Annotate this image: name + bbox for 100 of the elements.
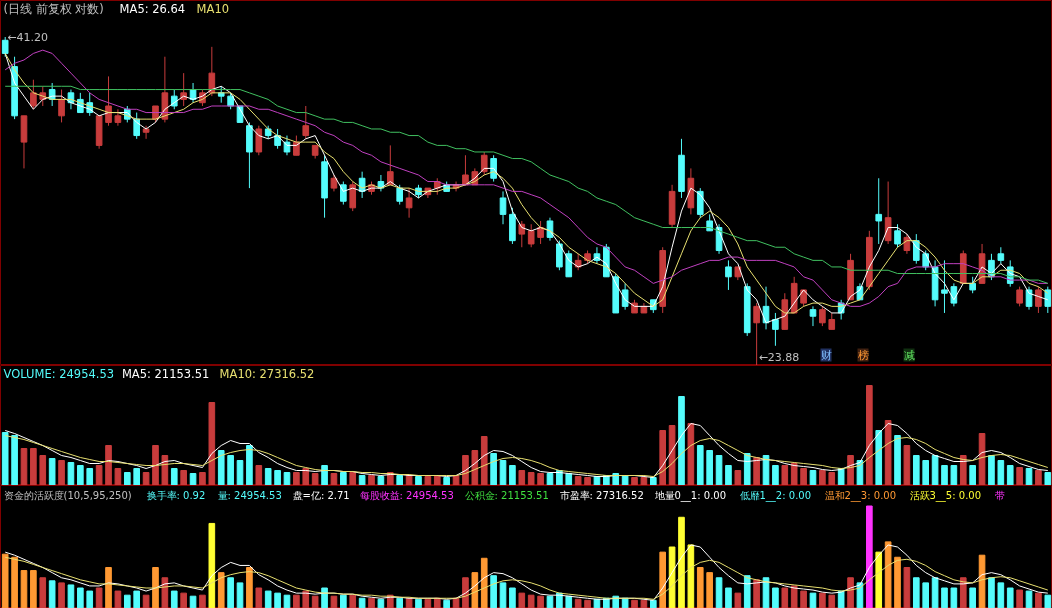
bar: [330, 595, 338, 608]
candlestick: [1035, 286, 1042, 314]
bar: [912, 455, 920, 485]
bar: [86, 590, 94, 608]
candlestick: [114, 108, 122, 127]
bar: [311, 595, 319, 608]
text: MA10: 27316.52: [219, 366, 315, 381]
bar: [415, 598, 422, 608]
candlestick: [58, 89, 65, 123]
text: MA5: 21153.51: [121, 366, 210, 381]
bar: [809, 592, 817, 608]
bar: [715, 455, 723, 485]
bar: [546, 473, 554, 485]
bar: [283, 472, 291, 485]
candlestick: [208, 46, 216, 97]
bar: [217, 572, 225, 608]
bar: [105, 567, 112, 608]
bar: [781, 587, 789, 608]
annotation: ←23.88: [758, 350, 800, 364]
bar: [321, 587, 328, 608]
candlestick: [894, 223, 901, 248]
bar: [48, 458, 56, 485]
bar: [1016, 467, 1023, 485]
bar: [490, 575, 497, 608]
bar: [565, 473, 573, 485]
candlestick: [565, 250, 573, 278]
bar: [997, 582, 1005, 608]
bar: [133, 468, 141, 485]
bar: [180, 470, 187, 485]
candlestick: [1016, 286, 1023, 307]
bar: [30, 570, 37, 608]
candlestick: [772, 312, 779, 347]
bar: [537, 473, 544, 485]
bar: [584, 599, 591, 608]
candlestick: [396, 184, 404, 206]
bar: [443, 477, 450, 485]
bar: [152, 567, 159, 608]
bar: [509, 587, 516, 608]
bar: [114, 590, 122, 608]
bar: [706, 450, 713, 485]
bar: [1025, 468, 1033, 485]
bar: [772, 465, 779, 485]
bar: [208, 402, 216, 485]
text: 公积金: 21153.51: [464, 489, 549, 501]
bar: [790, 463, 798, 485]
bar: [875, 430, 883, 485]
bar: [11, 556, 18, 608]
bar: [30, 448, 37, 485]
bar: [283, 594, 291, 608]
bar: [20, 570, 28, 608]
bar: [77, 587, 84, 608]
bar: [574, 598, 582, 608]
bar: [105, 445, 112, 485]
bar: [227, 577, 234, 608]
bar: [903, 445, 911, 485]
bar: [424, 598, 432, 608]
bar: [997, 460, 1005, 485]
bar: [527, 594, 535, 608]
bar: [1016, 589, 1023, 608]
bar: [39, 577, 47, 608]
bar: [293, 472, 300, 485]
text: 换手率: 0.92: [146, 489, 206, 501]
text: 地量0__1: 0.00: [653, 489, 727, 502]
bar: [978, 433, 986, 485]
bar: [415, 476, 422, 485]
bar: [67, 462, 75, 485]
candlestick: [405, 187, 413, 219]
text: MA10: [196, 1, 230, 16]
bar: [246, 567, 253, 608]
bar: [246, 445, 253, 485]
bar: [170, 590, 178, 608]
bar: [152, 445, 159, 485]
text: VOLUME: 24954.53: [3, 366, 115, 381]
bar: [800, 590, 807, 608]
bar: [509, 465, 516, 485]
bar: [180, 592, 187, 608]
bar: [772, 587, 779, 608]
bar: [1044, 472, 1052, 485]
candlestick: [30, 79, 37, 110]
bar: [274, 470, 281, 485]
bar: [199, 472, 206, 485]
bar: [1035, 592, 1042, 608]
bar: [368, 597, 375, 608]
text: 量: 24954.53: [217, 489, 282, 501]
candlestick: [293, 135, 300, 156]
bar: [368, 475, 375, 485]
bar: [649, 599, 657, 608]
bar: [1, 553, 9, 608]
bar: [584, 477, 591, 485]
bar: [217, 450, 225, 485]
bar: [649, 477, 657, 485]
bar: [142, 594, 150, 608]
bar: [612, 595, 620, 608]
bar: [790, 585, 798, 608]
chart-title: (日线 前复权 对数): [3, 1, 104, 16]
bar: [189, 473, 197, 485]
bar: [668, 425, 676, 485]
bar: [847, 455, 854, 485]
bar: [161, 455, 169, 485]
bar: [743, 453, 751, 485]
